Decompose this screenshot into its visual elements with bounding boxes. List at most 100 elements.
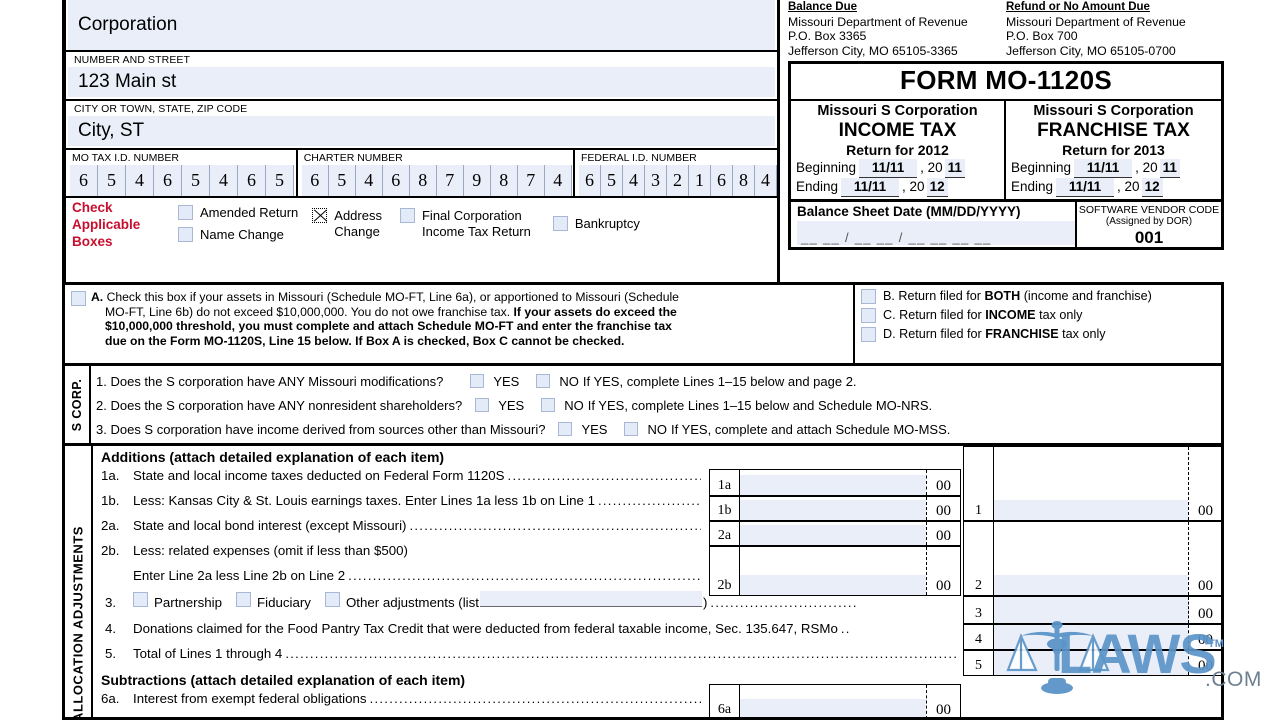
address-change-checkbox-icon[interactable] [312, 208, 328, 223]
id-digit[interactable]: 6 [238, 165, 266, 196]
q1-no[interactable]: NO [531, 373, 583, 390]
s-corp-side-label: S CORP. [65, 366, 91, 443]
federal-id-caption: FEDERAL I.D. NUMBER [581, 152, 697, 164]
q3-yes[interactable]: YES [553, 421, 611, 438]
id-digit[interactable]: 1 [689, 165, 711, 196]
id-digit[interactable]: 9 [463, 165, 491, 196]
amount-columns: 1a 00 1b 00 2a 00 2b 00 [709, 446, 1221, 717]
box-d[interactable]: D. Return filed for FRANCHISE tax only [861, 327, 1221, 342]
income-ending-year[interactable]: 12 [926, 178, 948, 197]
id-digit[interactable]: 8 [733, 165, 755, 196]
q1-yes-checkbox-icon[interactable] [470, 374, 485, 388]
franchise-ending-year[interactable]: 12 [1141, 178, 1163, 197]
line-4-row: 4. Donations claimed for the Food Pantry… [105, 621, 851, 636]
id-digit[interactable]: 6 [579, 165, 601, 196]
box-a-checkbox-icon[interactable] [71, 291, 86, 306]
amount-cell-1a[interactable]: 1a 00 [709, 469, 961, 496]
line-3-row: 3. Partnership Fiduciary Other adjustmen… [93, 591, 1221, 619]
total-cell-5[interactable]: 5 00 [963, 650, 1221, 676]
box-a[interactable]: A. Check this box if your assets in Miss… [65, 285, 853, 363]
street-value[interactable]: 123 Main st [68, 67, 775, 97]
q1-no-checkbox-icon[interactable] [536, 374, 551, 388]
city-caption: CITY OR TOWN, STATE, ZIP CODE [74, 103, 248, 115]
id-digit[interactable]: 3 [645, 165, 667, 196]
id-digit[interactable]: 6 [711, 165, 733, 196]
id-digit[interactable]: 4 [623, 165, 645, 196]
q2-yes-checkbox-icon[interactable] [475, 398, 490, 412]
q3-no-checkbox-icon[interactable] [624, 422, 639, 436]
software-vendor-cell: SOFTWARE VENDOR CODE (Assigned by DOR) 0… [1078, 204, 1220, 247]
fiduciary-checkbox-icon[interactable] [236, 592, 251, 607]
final-corporation-checkbox-icon[interactable] [399, 208, 415, 223]
corporation-name-value[interactable]: Corporation [68, 0, 775, 50]
other-adjustments-checkbox-icon[interactable] [324, 592, 340, 607]
amount-cell-1b[interactable]: 1b 00 [709, 496, 961, 521]
checkbox-amended-return[interactable]: Amended Return [178, 205, 298, 221]
id-digit[interactable]: 5 [328, 165, 356, 196]
income-beginning-year[interactable]: 11 [944, 159, 965, 178]
total-cell-2[interactable]: 2 00 [963, 521, 1221, 596]
id-digit[interactable]: 6 [301, 165, 329, 196]
id-digit[interactable]: 2 [667, 165, 689, 196]
total-cell-1[interactable]: 1 00 [963, 446, 1221, 521]
amount-cell-6a[interactable]: 6a 00 [709, 684, 961, 717]
other-adjustments-input[interactable] [479, 591, 702, 607]
income-ending-input[interactable]: 11/11 [841, 178, 900, 197]
box-c[interactable]: C. Return filed for INCOME tax only [861, 308, 1221, 323]
id-digit[interactable]: 4 [755, 165, 777, 196]
id-digit[interactable]: 5 [266, 165, 294, 196]
q3-no[interactable]: NO [619, 421, 671, 438]
q2-no[interactable]: NO [536, 397, 588, 414]
q2-no-checkbox-icon[interactable] [541, 398, 556, 412]
amount-cell-2a[interactable]: 2a 00 [709, 521, 961, 546]
subtractions-heading: Subtractions (attach detailed explanatio… [101, 672, 466, 688]
s-corp-question-2: 2. Does the S corporation have ANY nonre… [96, 397, 933, 414]
franchise-beginning-year[interactable]: 11 [1159, 159, 1180, 178]
bankruptcy-checkbox-icon[interactable] [552, 216, 568, 231]
q3-yes-checkbox-icon[interactable] [558, 422, 573, 436]
id-digit[interactable]: 4 [210, 165, 238, 196]
id-digit[interactable]: 8 [409, 165, 437, 196]
id-digit[interactable]: 4 [544, 165, 572, 196]
total-cell-4[interactable]: 4 00 [963, 624, 1221, 650]
mailing-addresses: Balance Due Missouri Department of Reven… [788, 0, 1224, 58]
franchise-ending-input[interactable]: 11/11 [1056, 178, 1115, 197]
income-beginning-input[interactable]: 11/11 [859, 159, 918, 178]
refund-address: Refund or No Amount Due Missouri Departm… [1006, 1, 1186, 58]
id-digit[interactable]: 7 [517, 165, 545, 196]
box-b[interactable]: B. Return filed for BOTH (income and fra… [861, 289, 1221, 304]
box-c-checkbox-icon[interactable] [861, 308, 876, 323]
id-digit[interactable]: 4 [126, 165, 154, 196]
checkbox-bankruptcy[interactable]: Bankruptcy [552, 216, 640, 232]
amount-cell-2b[interactable]: 2b 00 [709, 546, 961, 596]
q1-yes[interactable]: YES [465, 373, 523, 390]
id-digit[interactable]: 5 [98, 165, 126, 196]
franchise-beginning-input[interactable]: 11/11 [1074, 159, 1133, 178]
checkbox-address-change[interactable]: Address Change [312, 208, 382, 240]
boxes-bcd: B. Return filed for BOTH (income and fra… [853, 285, 1221, 363]
city-value[interactable]: City, ST [68, 116, 775, 146]
id-digit[interactable]: 4 [355, 165, 383, 196]
checkbox-name-change[interactable]: Name Change [178, 227, 298, 243]
total-cell-3[interactable]: 3 00 [963, 596, 1221, 624]
amended-name-group: Amended Return Name Change [178, 205, 298, 243]
id-digit[interactable]: 8 [490, 165, 518, 196]
name-change-checkbox-icon[interactable] [178, 227, 193, 242]
box-d-checkbox-icon[interactable] [861, 327, 876, 342]
checkbox-final-corporation[interactable]: Final Corporation Income Tax Return [399, 208, 531, 240]
id-digit[interactable]: 7 [436, 165, 464, 196]
id-digit[interactable]: 6 [154, 165, 182, 196]
balance-sheet-date-input[interactable]: __ __ / __ __ / __ __ __ __ [797, 221, 1075, 245]
box-b-checkbox-icon[interactable] [861, 289, 876, 304]
id-digit[interactable]: 5 [601, 165, 623, 196]
id-digit[interactable]: 5 [182, 165, 210, 196]
id-digit[interactable]: 6 [70, 165, 98, 196]
partnership-checkbox-icon[interactable] [133, 592, 148, 607]
amended-return-checkbox-icon[interactable] [178, 205, 193, 220]
q2-yes[interactable]: YES [470, 397, 528, 414]
id-digit[interactable]: 6 [382, 165, 410, 196]
s-corp-question-3: 3. Does S corporation have income derive… [96, 421, 951, 438]
